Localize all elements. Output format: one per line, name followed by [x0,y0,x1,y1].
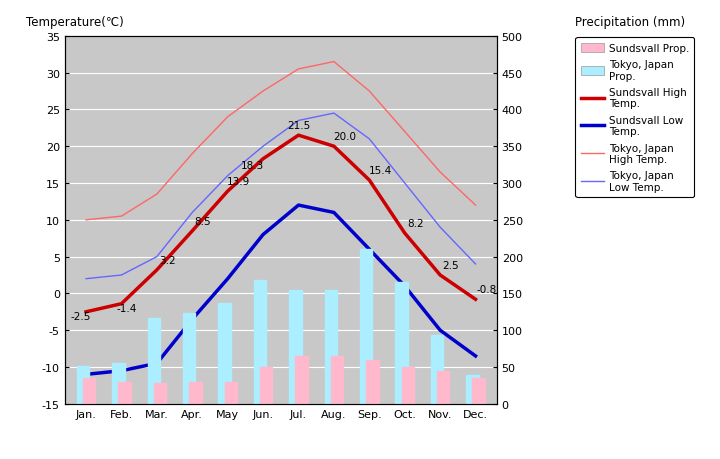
Text: -0.8: -0.8 [476,285,496,295]
Bar [402,367,414,404]
Text: 13.9: 13.9 [227,177,250,186]
Bar [154,383,166,404]
Text: 3.2: 3.2 [159,255,176,265]
Text: Temperature(℃): Temperature(℃) [26,17,124,29]
Bar [189,382,202,404]
Text: 15.4: 15.4 [369,166,392,175]
Bar [472,378,485,404]
Bar [118,382,131,404]
Text: 8.2: 8.2 [407,218,423,229]
Bar [467,375,479,404]
Bar [148,318,160,404]
Bar [77,366,89,404]
Bar [360,250,372,404]
Text: 21.5: 21.5 [287,121,310,131]
Bar [395,283,408,404]
Bar [325,290,337,404]
Text: Precipitation (mm): Precipitation (mm) [575,17,685,29]
Bar [83,378,95,404]
Text: -2.5: -2.5 [71,312,91,322]
Bar [112,363,125,404]
Bar [218,303,231,404]
Bar [289,291,302,404]
Bar [225,382,237,404]
Bar [366,360,379,404]
Text: 18.3: 18.3 [241,160,264,170]
Bar [437,371,449,404]
Bar [295,356,308,404]
Bar [330,356,343,404]
Text: 8.5: 8.5 [194,216,211,226]
Bar [183,313,195,404]
Bar [260,367,272,404]
Bar [254,280,266,404]
Text: -1.4: -1.4 [117,303,137,313]
Text: 20.0: 20.0 [333,132,356,142]
Bar [431,336,444,404]
Legend: Sundsvall Prop., Tokyo, Japan
Prop., Sundsvall High
Temp., Sundsvall Low
Temp., : Sundsvall Prop., Tokyo, Japan Prop., Sun… [575,38,694,198]
Text: 2.5: 2.5 [443,260,459,270]
